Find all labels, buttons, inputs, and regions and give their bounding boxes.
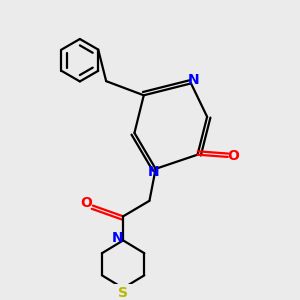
Text: N: N [112, 231, 124, 245]
Text: N: N [148, 165, 159, 179]
Text: O: O [80, 196, 92, 210]
Text: N: N [188, 73, 200, 87]
Text: S: S [118, 286, 128, 300]
Text: O: O [227, 148, 239, 163]
